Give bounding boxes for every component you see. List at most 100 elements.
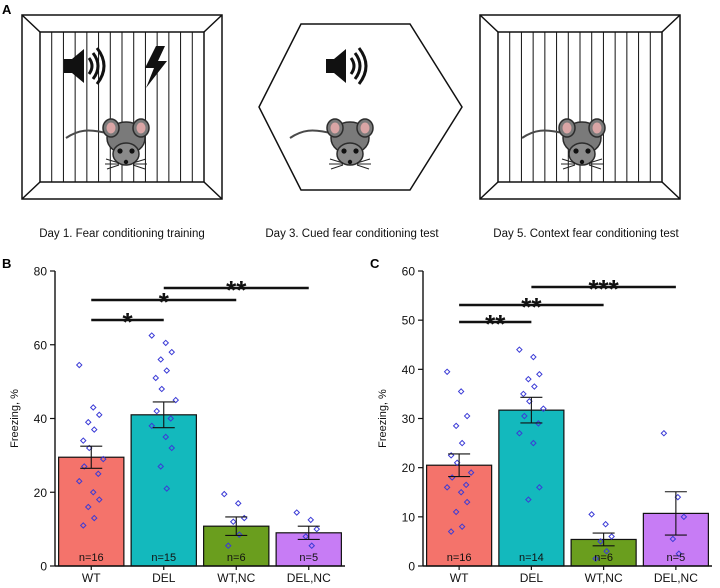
- panel-label-c: C: [370, 256, 380, 271]
- data-point: [148, 332, 156, 339]
- data-point: [79, 437, 87, 444]
- y-tick-label: 0: [408, 560, 415, 574]
- data-point: [463, 498, 471, 506]
- x-tick-label: DEL: [520, 571, 544, 585]
- data-point: [313, 525, 321, 533]
- data-point: [458, 523, 466, 530]
- cage-outer: [479, 14, 681, 200]
- cage-corners: [479, 14, 681, 200]
- n-label: n=6: [227, 552, 246, 564]
- data-point: [167, 415, 175, 422]
- data-point: [452, 422, 460, 430]
- data-point: [293, 509, 301, 516]
- data-point: [588, 511, 595, 518]
- data-point: [443, 484, 451, 491]
- n-label: n=5: [667, 552, 686, 564]
- data-point: [660, 429, 668, 437]
- data-point: [172, 396, 180, 404]
- y-tick-label: 0: [40, 560, 47, 574]
- data-point: [75, 477, 83, 485]
- data-point: [95, 411, 103, 419]
- panel-label-b: B: [2, 256, 11, 271]
- data-point: [525, 375, 532, 383]
- data-point: [163, 367, 171, 374]
- n-label: n=14: [519, 552, 544, 564]
- data-point: [235, 531, 243, 538]
- significance-label: *: [122, 307, 133, 337]
- data-point: [307, 516, 315, 524]
- speaker-icon: [324, 46, 368, 86]
- data-point: [602, 520, 609, 528]
- panel-c: C Freezing, % 0 10 20 30 40 50 60 n=16 n=14 n=6 n=5…: [370, 256, 712, 585]
- n-label: n=16: [79, 552, 104, 564]
- chart-c: Freezing, % 0 10 20 30 40 50 60 n=16 n=14 n=6 n=5 WT…: [377, 265, 712, 585]
- data-point: [224, 542, 232, 550]
- data-point: [516, 429, 523, 437]
- cage-corners: [21, 14, 223, 200]
- x-tick-label: WT: [450, 571, 469, 585]
- y-axis-label: Freezing, %: [9, 389, 21, 448]
- data-point: [152, 374, 160, 382]
- data-point: [148, 422, 156, 430]
- significance-label: **: [485, 309, 506, 339]
- y-tick-label: 60: [34, 338, 48, 352]
- data-point: [516, 346, 523, 353]
- cage-day1: [21, 14, 223, 200]
- data-point: [680, 513, 688, 521]
- y-tick-label: 10: [402, 510, 416, 524]
- data-point: [90, 514, 98, 522]
- data-point: [603, 547, 610, 555]
- data-point: [168, 348, 176, 356]
- significance-label: **: [521, 292, 542, 322]
- y-tick-label: 60: [402, 265, 416, 279]
- bar: [498, 409, 565, 567]
- data-point: [94, 470, 102, 478]
- data-point: [521, 412, 528, 420]
- data-point: [89, 488, 97, 496]
- mouse-icon: [65, 118, 150, 170]
- data-point: [240, 514, 248, 522]
- data-point: [79, 522, 87, 529]
- significance-label: ***: [588, 274, 619, 304]
- x-tick-label: DEL,NC: [287, 571, 331, 585]
- panel-b: B Freezing, % 0 20 40 60 80 n=16 n=15 n=6 n=5 WT DE…: [2, 256, 345, 585]
- n-label: n=5: [299, 552, 318, 564]
- data-point: [452, 508, 460, 516]
- x-tick-label: WT,NC: [585, 571, 623, 585]
- x-tick-label: WT,NC: [217, 571, 255, 585]
- data-point: [675, 550, 683, 558]
- y-tick-label: 40: [34, 412, 48, 426]
- data-point: [443, 368, 451, 376]
- cage-day5: [479, 14, 681, 200]
- mouse-icon: [521, 118, 606, 170]
- data-point: [163, 485, 171, 492]
- data-point: [608, 533, 615, 540]
- y-tick-label: 40: [402, 363, 416, 377]
- data-point: [592, 555, 599, 562]
- data-point: [531, 383, 538, 390]
- cage-grid: [51, 32, 193, 182]
- mouse-icon: [289, 118, 374, 170]
- data-point: [520, 390, 527, 398]
- chart-b: Freezing, % 0 20 40 60 80 n=16 n=15 n=6 n=5 WT DEL W…: [9, 265, 345, 585]
- bar: [426, 464, 493, 567]
- data-point: [540, 405, 547, 412]
- bar: [130, 414, 197, 567]
- chamber-day3: [258, 23, 463, 191]
- data-point: [447, 528, 455, 535]
- bar: [58, 456, 125, 567]
- n-label: n=6: [594, 552, 613, 564]
- data-point: [530, 439, 537, 447]
- data-point: [89, 404, 97, 411]
- data-point: [530, 353, 537, 361]
- data-point: [153, 407, 161, 415]
- data-point: [457, 488, 465, 496]
- x-tick-label: WT: [82, 571, 101, 585]
- data-point: [95, 496, 103, 503]
- caption-day5: Day 5. Context fear conditioning test: [493, 228, 679, 240]
- data-point: [467, 469, 475, 476]
- y-tick-label: 30: [402, 412, 416, 426]
- data-point: [162, 433, 170, 441]
- y-tick-label: 80: [34, 265, 48, 279]
